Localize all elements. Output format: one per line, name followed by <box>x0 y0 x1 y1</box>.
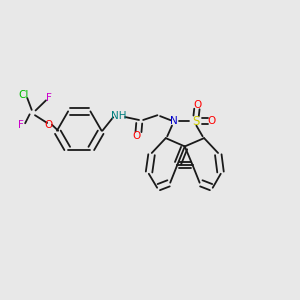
Text: N: N <box>170 116 178 126</box>
Text: O: O <box>45 120 53 130</box>
Text: F: F <box>46 93 52 103</box>
Text: O: O <box>194 100 202 110</box>
Text: Cl: Cl <box>19 90 29 100</box>
Text: NH: NH <box>111 111 127 121</box>
Text: F: F <box>18 120 24 130</box>
Text: O: O <box>208 116 216 126</box>
Text: O: O <box>133 131 141 141</box>
Text: S: S <box>192 115 199 128</box>
